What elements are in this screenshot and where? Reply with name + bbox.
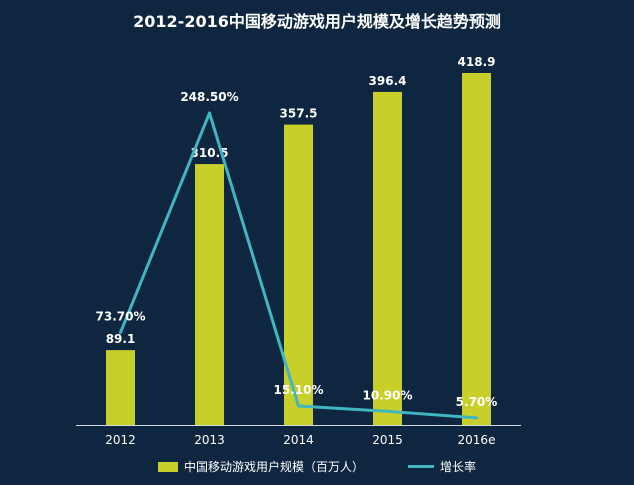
- bar: [195, 164, 224, 426]
- x-tick-label: 2012: [105, 433, 136, 447]
- legend-item-bar: 中国移动游戏用户规模（百万人）: [157, 458, 364, 475]
- bar-value-label: 418.9: [458, 55, 496, 69]
- bar: [462, 73, 491, 425]
- bar-value-label: 310.5: [191, 146, 229, 160]
- legend: 中国移动游戏用户规模（百万人） 增长率: [0, 458, 634, 475]
- legend-swatch-bar: [157, 461, 178, 472]
- bar-value-label: 357.5: [280, 107, 318, 121]
- legend-label-bar: 中国移动游戏用户规模（百万人）: [183, 460, 364, 474]
- growth-value-label: 10.90%: [363, 388, 413, 402]
- growth-point: [475, 416, 478, 420]
- growth-point: [119, 330, 122, 334]
- chart-title: 2012-2016中国移动游戏用户规模及增长趋势预测: [133, 12, 501, 31]
- x-tick-label: 2013: [194, 433, 225, 447]
- growth-point: [386, 409, 389, 413]
- x-tick-label: 2014: [283, 433, 314, 447]
- bar-value-label: 396.4: [369, 74, 407, 88]
- growth-value-label: 5.70%: [456, 395, 498, 409]
- growth-value-label: 73.70%: [96, 309, 146, 323]
- bar: [284, 124, 313, 425]
- x-tick-label: 2016e: [458, 433, 496, 447]
- legend-swatch-line: [408, 465, 434, 468]
- legend-item-line: 增长率: [408, 458, 476, 475]
- bar-value-label: 89.1: [106, 332, 136, 346]
- growth-point: [208, 111, 211, 115]
- growth-point: [297, 404, 300, 408]
- x-tick-label: 2015: [372, 433, 403, 447]
- bar: [373, 91, 402, 425]
- growth-value-label: 248.50%: [180, 90, 238, 104]
- bar: [106, 350, 135, 425]
- legend-label-line: 增长率: [440, 460, 477, 474]
- growth-value-label: 15.10%: [274, 383, 324, 397]
